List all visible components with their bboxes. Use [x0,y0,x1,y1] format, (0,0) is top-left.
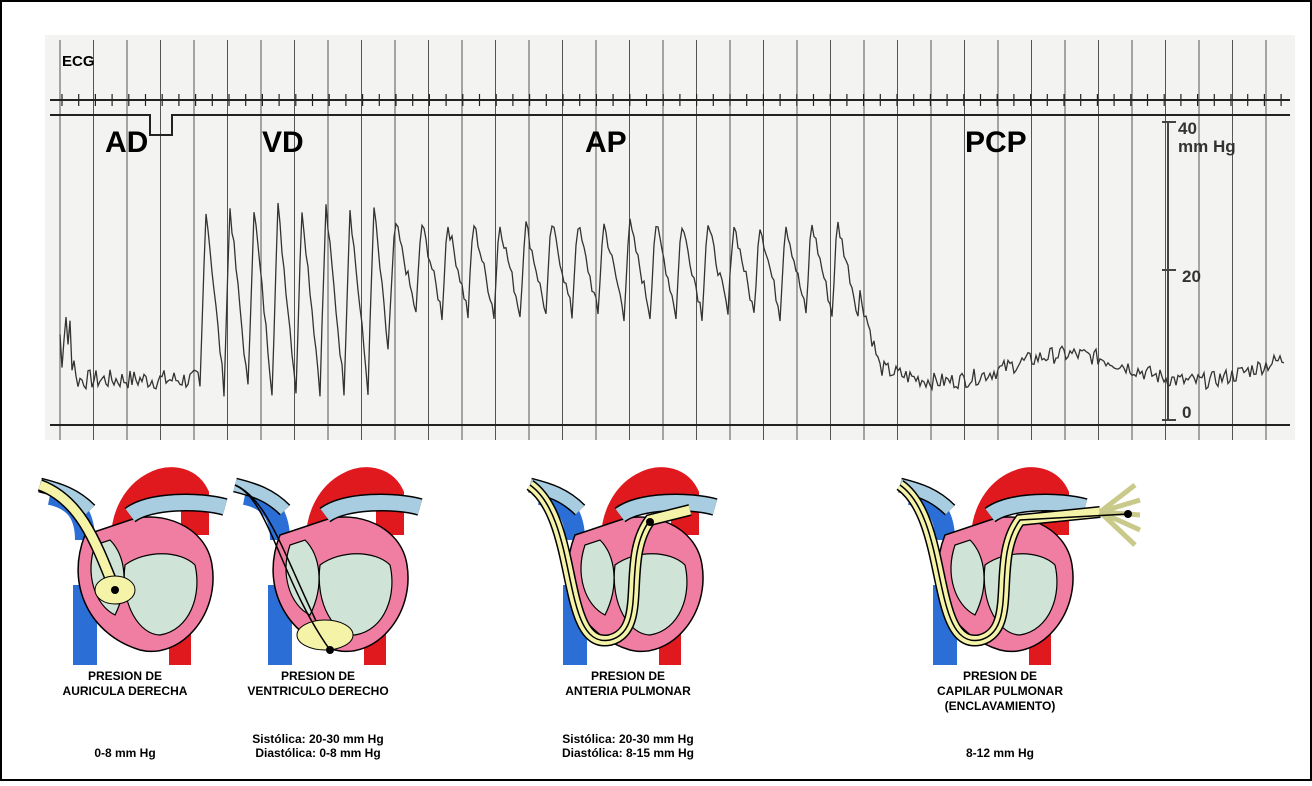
stage-label: PCP [965,126,1027,159]
pressure-trace [45,35,1295,440]
ecg-label: ECG [62,53,95,70]
heart-diagram [900,481,1142,665]
stage-label: VD [262,126,304,159]
pressure-wave [59,202,1285,397]
panel-title: CAPILAR PULMONAR [937,684,1063,698]
panel-title: ANTERIA PULMONAR [565,684,691,698]
pressure-range: Sistólica: 20-30 mm Hg [252,732,383,746]
pressure-range: 0-8 mm Hg [94,746,155,760]
stage-label: AD [105,126,148,159]
scale-unit: mm Hg [1178,137,1236,156]
panel-title: (ENCLAVAMIENTO) [945,699,1056,713]
panel-title: PRESION DE [281,669,355,683]
panel-title: PRESION DE [591,669,665,683]
ref-line [50,114,1290,136]
panel-title: PRESION DE [88,669,162,683]
scale-label: 40 [1178,119,1197,138]
scale-label: 0 [1182,403,1191,422]
panel-title: AURICULA DERECHA [63,684,188,698]
heart-diagram [40,481,225,665]
stage-label: AP [585,126,627,159]
pressure-range: Sistólica: 20-30 mm Hg [562,732,693,746]
pressure-range: Diastólica: 0-8 mm Hg [255,746,380,760]
heart-diagram [530,481,715,665]
scale-label: 20 [1182,267,1201,286]
pressure-range: 8-12 mm Hg [966,746,1034,760]
panel-title: VENTRICULO DERECHO [247,684,388,698]
panel-title: PRESION DE [963,669,1037,683]
pressure-range: Diastólica: 8-15 mm Hg [562,746,694,760]
heart-diagram [235,481,420,665]
